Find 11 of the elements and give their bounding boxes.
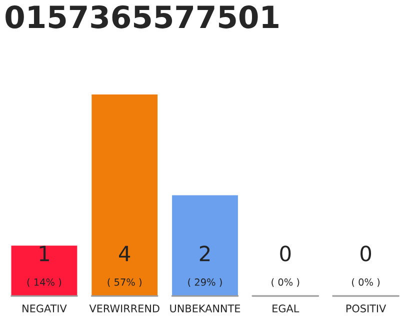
data-label: 0 ( 0% ) (352, 246, 380, 287)
data-label: 2 ( 29% ) (188, 246, 222, 287)
x-tick-label: NEGATIV (22, 304, 67, 312)
x-tick-label: VERWIRREND (89, 304, 160, 312)
x-tick-label: POSITIV (346, 304, 386, 312)
chart-title: 0157365577501 (6, 5, 278, 28)
data-label: 4 ( 57% ) (108, 246, 142, 287)
data-label: 1 ( 14% ) (27, 246, 62, 287)
x-tick-label: EGAL (272, 304, 300, 312)
data-label: 0 ( 0% ) (272, 246, 300, 287)
x-tick-label: UNBEKANNTE (170, 304, 240, 312)
